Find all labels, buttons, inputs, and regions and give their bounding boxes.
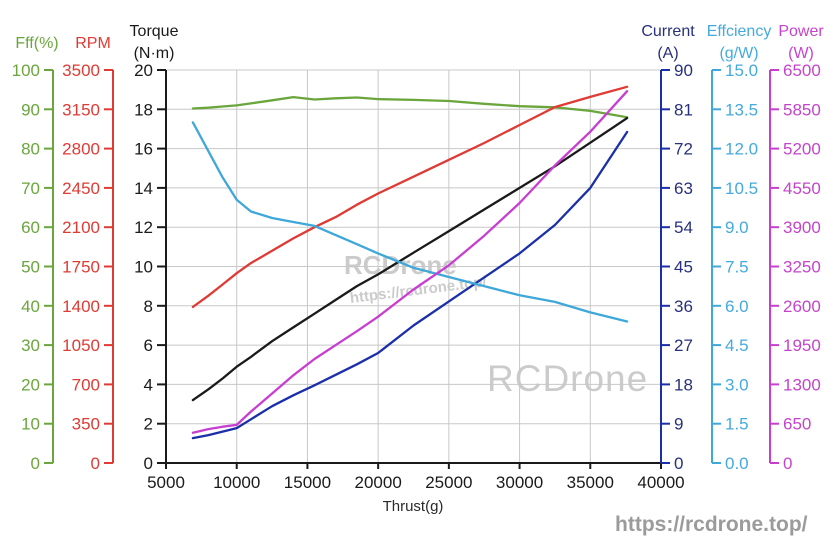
tick-label-rpm: 2100 [62, 218, 100, 237]
tick-label-torque: 20 [134, 61, 153, 80]
axis-title-current: Current [641, 23, 695, 40]
tick-label-current: 63 [674, 179, 693, 198]
tick-label-effciency: 12.0 [725, 140, 758, 159]
tick-label-current: 81 [674, 100, 693, 119]
tick-label-fff: 60 [21, 218, 40, 237]
tick-label-rpm: 2450 [62, 179, 100, 198]
tick-label-power: 2600 [783, 297, 821, 316]
axis-title-effciency: Effciency [706, 23, 772, 40]
x-axis-label: Thrust(g) [382, 498, 444, 515]
tick-label-effciency: 0.0 [725, 454, 749, 473]
tick-label-current: 0 [674, 454, 683, 473]
axis-title-current-unit: (A) [657, 45, 679, 62]
tick-label-effciency: 4.5 [725, 336, 749, 355]
watermark-big: RCDrone [487, 358, 649, 399]
tick-label-rpm: 3500 [62, 61, 100, 80]
axis-title-effciency-unit: (g/W) [719, 45, 759, 62]
tick-label-current: 90 [674, 61, 693, 80]
tick-label-effciency: 13.5 [725, 100, 758, 119]
x-tick-label: 15000 [284, 473, 331, 492]
tick-label-current: 72 [674, 140, 693, 159]
tick-label-fff: 30 [21, 336, 40, 355]
axis-title-torque-unit: (N·m) [133, 45, 175, 62]
tick-label-rpm: 1750 [62, 258, 100, 277]
tick-label-fff: 80 [21, 140, 40, 159]
tick-label-power: 1950 [783, 336, 821, 355]
tick-label-power: 6500 [783, 61, 821, 80]
series-power [191, 90, 629, 434]
series-fff [191, 95, 629, 119]
tick-label-torque: 0 [144, 454, 153, 473]
tick-label-power: 4550 [783, 179, 821, 198]
tick-label-current: 27 [674, 336, 693, 355]
tick-label-torque: 2 [144, 415, 153, 434]
tick-label-power: 5200 [783, 140, 821, 159]
tick-label-fff: 20 [21, 375, 40, 394]
tick-label-fff: 100 [12, 61, 40, 80]
tick-label-power: 3900 [783, 218, 821, 237]
x-tick-label: 30000 [496, 473, 543, 492]
tick-label-effciency: 9.0 [725, 218, 749, 237]
tick-label-torque: 8 [144, 297, 153, 316]
x-tick-label: 5000 [147, 473, 185, 492]
tick-label-power: 0 [783, 454, 792, 473]
tick-label-current: 36 [674, 297, 693, 316]
tick-label-power: 650 [783, 415, 811, 434]
tick-label-effciency: 10.5 [725, 179, 758, 198]
tick-label-fff: 0 [31, 454, 40, 473]
tick-label-current: 18 [674, 375, 693, 394]
tick-label-current: 45 [674, 258, 693, 277]
tick-label-power: 1300 [783, 375, 821, 394]
tick-label-power: 3250 [783, 258, 821, 277]
tick-label-fff: 40 [21, 297, 40, 316]
tick-label-fff: 90 [21, 100, 40, 119]
tick-label-torque: 12 [134, 218, 153, 237]
tick-label-fff: 70 [21, 179, 40, 198]
tick-label-torque: 6 [144, 336, 153, 355]
tick-label-effciency: 1.5 [725, 415, 749, 434]
axis-title-torque: Torque [129, 23, 179, 40]
series-current [191, 130, 629, 440]
series-rpm [191, 85, 629, 309]
axis-title-power: Power [778, 23, 824, 40]
tick-label-rpm: 3150 [62, 100, 100, 119]
tick-label-effciency: 15.0 [725, 61, 758, 80]
tick-label-rpm: 2800 [62, 140, 100, 159]
x-tick-label: 35000 [567, 473, 614, 492]
watermark-corner-url: https://rcdrone.top/ [615, 513, 808, 536]
tick-label-fff: 50 [21, 258, 40, 277]
tick-label-effciency: 7.5 [725, 258, 749, 277]
axis-title-rpm: RPM [75, 35, 111, 52]
tick-label-fff: 10 [21, 415, 40, 434]
series-effciency [191, 121, 629, 323]
tick-label-current: 54 [674, 218, 693, 237]
tick-label-torque: 16 [134, 140, 153, 159]
tick-label-torque: 10 [134, 258, 153, 277]
tick-label-rpm: 350 [72, 415, 100, 434]
tick-label-effciency: 6.0 [725, 297, 749, 316]
tick-label-rpm: 0 [91, 454, 100, 473]
tick-label-torque: 18 [134, 100, 153, 119]
axis-title-power-unit: (W) [788, 45, 814, 62]
x-tick-label: 20000 [355, 473, 402, 492]
series-torque [191, 116, 629, 402]
tick-label-rpm: 700 [72, 375, 100, 394]
x-tick-label: 40000 [637, 473, 684, 492]
tick-label-torque: 4 [144, 375, 153, 394]
tick-label-rpm: 1050 [62, 336, 100, 355]
tick-label-current: 9 [674, 415, 683, 434]
tick-label-power: 5850 [783, 100, 821, 119]
tick-label-rpm: 1400 [62, 297, 100, 316]
axis-title-fff: Fff(%) [15, 35, 59, 52]
tick-label-effciency: 3.0 [725, 375, 749, 394]
x-tick-label: 10000 [213, 473, 260, 492]
tick-label-torque: 14 [134, 179, 153, 198]
x-tick-label: 25000 [425, 473, 472, 492]
